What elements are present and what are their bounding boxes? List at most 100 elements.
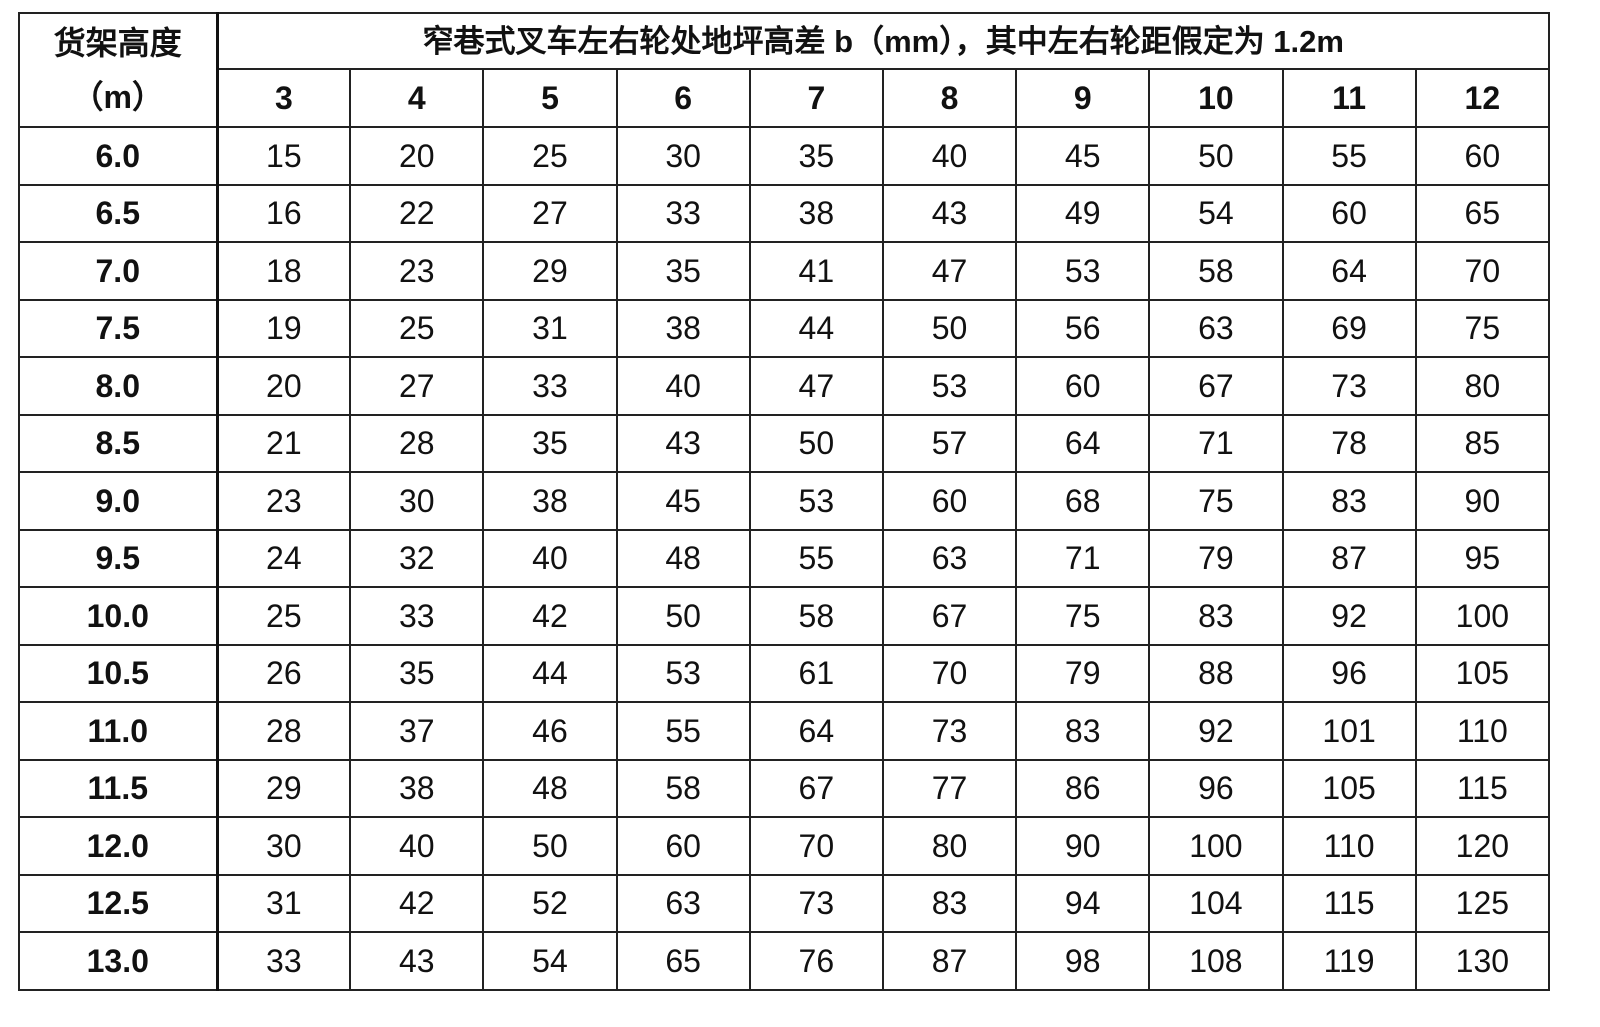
table-cell: 75: [1015, 586, 1151, 646]
table-cell: 115: [1414, 758, 1551, 818]
table-cell: 90: [1414, 471, 1551, 531]
table-row: 11.0 28 37 46 55 64 73 83 92 101 110: [18, 701, 1551, 761]
table-cell: 86: [1015, 758, 1151, 818]
table-cell: 76: [748, 931, 884, 991]
table-cell: 44: [748, 298, 884, 358]
table-cell: 50: [748, 413, 884, 473]
table-cell: 22: [349, 183, 485, 243]
table-cell: 105: [1414, 643, 1551, 703]
row-header-height: 10.0: [18, 586, 219, 646]
table-cell: 50: [615, 586, 751, 646]
table-cell: 92: [1281, 586, 1417, 646]
table-cell: 95: [1414, 528, 1551, 588]
table-cell: 26: [215, 643, 352, 703]
table-cell: 110: [1281, 816, 1417, 876]
table-cell: 30: [349, 471, 485, 531]
table-cell: 100: [1414, 586, 1551, 646]
table-cell: 53: [881, 356, 1018, 416]
table-cell: 24: [215, 528, 352, 588]
row-header-height: 12.0: [18, 816, 219, 876]
table-cell: 87: [1281, 528, 1417, 588]
table-cell: 96: [1148, 758, 1284, 818]
table-cell: 58: [615, 758, 751, 818]
table-cell: 30: [215, 816, 352, 876]
row-header-unit: （m）: [71, 79, 164, 115]
table-cell: 53: [748, 471, 884, 531]
table-cell: 119: [1281, 931, 1417, 991]
table-cell: 29: [482, 241, 618, 301]
table-cell: 38: [482, 471, 618, 531]
table-row: 8.5 21 28 35 43 50 57 64 71 78 85: [18, 413, 1551, 473]
table-cell: 48: [615, 528, 751, 588]
table-row: 6.5 16 22 27 33 38 43 49 54 60 65: [18, 183, 1551, 243]
table-cell: 56: [1015, 298, 1151, 358]
table-cell: 21: [215, 413, 352, 473]
table-cell: 115: [1281, 873, 1417, 933]
row-header-height: 9.5: [18, 528, 219, 588]
table-cell: 47: [881, 241, 1018, 301]
table-cell: 41: [748, 241, 884, 301]
table-cell: 75: [1414, 298, 1551, 358]
column-header: 7: [748, 68, 884, 128]
table-cell: 65: [615, 931, 751, 991]
table-cell: 15: [215, 126, 352, 186]
table-cell: 63: [615, 873, 751, 933]
table-cell: 60: [1414, 126, 1551, 186]
table-cell: 130: [1414, 931, 1551, 991]
table-row: 9.0 23 30 38 45 53 60 68 75 83 90: [18, 471, 1551, 531]
table-cell: 25: [482, 126, 618, 186]
column-header: 6: [615, 68, 751, 128]
table-cell: 50: [1148, 126, 1284, 186]
table-cell: 67: [881, 586, 1018, 646]
column-header: 8: [881, 68, 1018, 128]
table-cell: 83: [1281, 471, 1417, 531]
table-cell: 38: [748, 183, 884, 243]
row-header-height: 7.0: [18, 241, 219, 301]
table-cell: 46: [482, 701, 618, 761]
table-cell: 49: [1015, 183, 1151, 243]
table-cell: 100: [1148, 816, 1284, 876]
table-cell: 42: [482, 586, 618, 646]
table-cell: 67: [748, 758, 884, 818]
row-header-height: 8.0: [18, 356, 219, 416]
table-cell: 80: [881, 816, 1018, 876]
table-cell: 31: [482, 298, 618, 358]
table-cell: 33: [482, 356, 618, 416]
table-cell: 40: [881, 126, 1018, 186]
table-cell: 55: [1281, 126, 1417, 186]
column-header: 5: [482, 68, 618, 128]
table-cell: 64: [1281, 241, 1417, 301]
row-header-height: 12.5: [18, 873, 219, 933]
row-header-cell: 货架高度 （m）: [18, 12, 219, 128]
row-header-height: 13.0: [18, 931, 219, 991]
table-cell: 33: [349, 586, 485, 646]
table-cell: 33: [215, 931, 352, 991]
row-header-height: 10.5: [18, 643, 219, 703]
table-cell: 53: [615, 643, 751, 703]
row-header-height: 9.0: [18, 471, 219, 531]
table-cell: 43: [881, 183, 1018, 243]
table-cell: 55: [615, 701, 751, 761]
table-cell: 63: [881, 528, 1018, 588]
table-cell: 43: [349, 931, 485, 991]
table-cell: 73: [748, 873, 884, 933]
table-cell: 42: [349, 873, 485, 933]
row-header-height: 7.5: [18, 298, 219, 358]
table-cell: 70: [1414, 241, 1551, 301]
table-cell: 47: [748, 356, 884, 416]
table-cell: 70: [748, 816, 884, 876]
table-cell: 61: [748, 643, 884, 703]
column-header: 4: [349, 68, 485, 128]
table-cell: 83: [1015, 701, 1151, 761]
table-cell: 18: [215, 241, 352, 301]
table-cell: 67: [1148, 356, 1284, 416]
table-row: 10.0 25 33 42 50 58 67 75 83 92 100: [18, 586, 1551, 646]
table-cell: 83: [1148, 586, 1284, 646]
table-cell: 37: [349, 701, 485, 761]
table-cell: 73: [881, 701, 1018, 761]
table-cell: 87: [881, 931, 1018, 991]
table-cell: 60: [881, 471, 1018, 531]
column-header: 10: [1148, 68, 1284, 128]
table-cell: 77: [881, 758, 1018, 818]
table-cell: 53: [1015, 241, 1151, 301]
